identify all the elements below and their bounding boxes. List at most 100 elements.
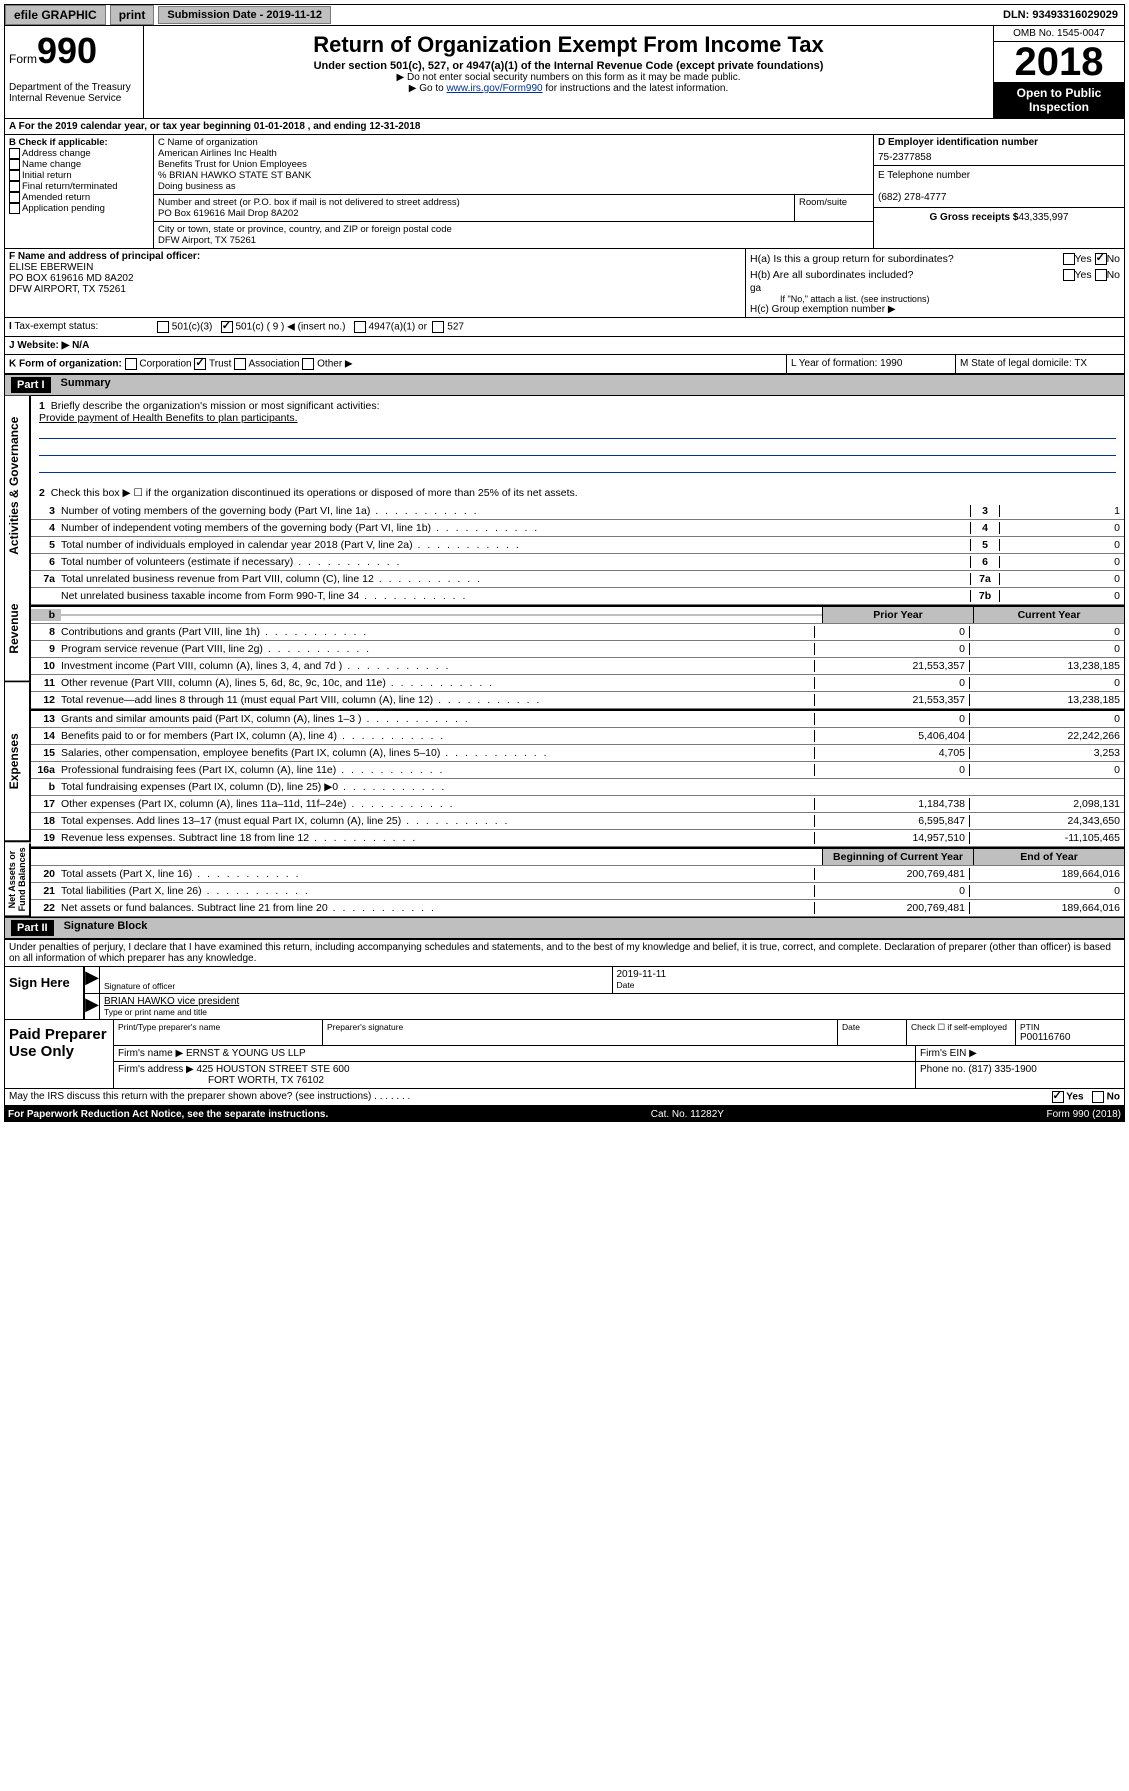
row-a-tax-year: A For the 2019 calendar year, or tax yea… [4,119,1125,135]
table-row: 17 Other expenses (Part IX, column (A), … [31,796,1124,813]
org-address: PO Box 619616 Mail Drop 8A202 [158,208,298,219]
print-button[interactable]: print [110,5,155,25]
side-governance: Activities & Governance [5,396,31,576]
chk-trust[interactable] [194,358,206,370]
chk-app-pending[interactable] [9,203,20,214]
chk-corp[interactable] [125,358,137,370]
row-i-tax-status: I Tax-exempt status: 501(c)(3) 501(c) ( … [4,318,1125,337]
mission-block: 1 Briefly describe the organization's mi… [31,396,1124,503]
chk-discuss-yes[interactable] [1052,1091,1064,1103]
section-fh: F Name and address of principal officer:… [4,248,1125,318]
org-city: DFW Airport, TX 75261 [158,235,256,246]
row-k-form-org: K Form of organization: Corporation Trus… [4,355,1125,374]
signature-section: Under penalties of perjury, I declare th… [4,939,1125,1020]
irs-link[interactable]: www.irs.gov/Form990 [446,83,542,94]
state-domicile: M State of legal domicile: TX [955,355,1124,373]
discuss-row: May the IRS discuss this return with the… [4,1089,1125,1106]
dln-label: DLN: 93493316029029 [1003,9,1124,21]
top-toolbar: efile GRAPHIC print Submission Date - 20… [4,4,1125,26]
efile-button[interactable]: efile GRAPHIC [5,5,106,25]
table-row: 19 Revenue less expenses. Subtract line … [31,830,1124,847]
chk-discuss-no[interactable] [1092,1091,1104,1103]
col-h-group: H(a) Is this a group return for subordin… [746,249,1124,317]
chk-ha-yes[interactable] [1063,253,1075,265]
org-name: American Airlines Inc Health [158,148,277,159]
chk-501c3[interactable] [157,321,169,333]
part2-header: Part II Signature Block [4,918,1125,939]
chk-527[interactable] [432,321,444,333]
head-current: Current Year [973,607,1124,623]
chk-501c[interactable] [221,321,233,333]
chk-hb-no[interactable] [1095,269,1107,281]
row-j-website: J Website: ▶ N/A [4,337,1125,355]
paid-preparer-label: Paid Preparer Use Only [5,1020,114,1088]
chk-address-change[interactable] [9,148,20,159]
table-row: 4 Number of independent voting members o… [31,520,1124,537]
chk-assoc[interactable] [234,358,246,370]
arrow-icon: ▶ [85,967,100,993]
chk-final-return[interactable] [9,181,20,192]
gross-receipts: 43,335,997 [1018,212,1068,223]
section-bcde: B Check if applicable: Address change Na… [4,135,1125,248]
firm-address: 425 HOUSTON STREET STE 600 [197,1064,350,1075]
sign-here-label: Sign Here [5,967,85,1019]
note-goto: ▶ Go to www.irs.gov/Form990 for instruct… [148,83,989,94]
ein-value: 75-2377858 [878,148,1120,163]
table-row: b Total fundraising expenses (Part IX, c… [31,779,1124,796]
table-row: 5 Total number of individuals employed i… [31,537,1124,554]
form-subtitle: Under section 501(c), 527, or 4947(a)(1)… [148,60,989,72]
head-begin: Beginning of Current Year [822,849,973,865]
officer-name: BRIAN HAWKO vice president [104,996,1120,1007]
table-row: 22 Net assets or fund balances. Subtract… [31,900,1124,917]
firm-name: ERNST & YOUNG US LLP [186,1048,306,1059]
phone-value: (682) 278-4777 [878,192,946,203]
sig-date: 2019-11-11 [617,969,1121,980]
part1-body: Activities & Governance Revenue Expenses… [4,396,1125,918]
table-row: 16a Professional fundraising fees (Part … [31,762,1124,779]
chk-amended[interactable] [9,192,20,203]
declaration-text: Under penalties of perjury, I declare th… [5,940,1124,967]
table-row: 14 Benefits paid to or for members (Part… [31,728,1124,745]
mission-text: Provide payment of Health Benefits to pl… [39,412,298,424]
col-de: D Employer identification number 75-2377… [874,135,1124,248]
table-row: 10 Investment income (Part VIII, column … [31,658,1124,675]
table-row: 7a Total unrelated business revenue from… [31,571,1124,588]
col-b-checkboxes: B Check if applicable: Address change Na… [5,135,154,248]
side-expenses: Expenses [5,682,31,842]
head-prior: Prior Year [822,607,973,623]
irs-label: Internal Revenue Service [9,93,139,104]
table-row: 3 Number of voting members of the govern… [31,503,1124,520]
table-row: 8 Contributions and grants (Part VIII, l… [31,624,1124,641]
table-row: Net unrelated business taxable income fr… [31,588,1124,605]
form-number: Form990 [9,30,139,72]
chk-name-change[interactable] [9,159,20,170]
side-netassets: Net Assets orFund Balances [5,843,31,917]
open-public-label: Open to Public Inspection [994,82,1124,118]
table-row: 9 Program service revenue (Part VIII, li… [31,641,1124,658]
part1-header: Part I Summary [4,374,1125,396]
table-row: 18 Total expenses. Add lines 13–17 (must… [31,813,1124,830]
note-no-ssn: ▶ Do not enter social security numbers o… [148,72,989,83]
col-f-officer: F Name and address of principal officer:… [5,249,746,317]
table-row: 21 Total liabilities (Part X, line 26) 0… [31,883,1124,900]
firm-phone: (817) 335-1900 [968,1064,1036,1075]
chk-other[interactable] [302,358,314,370]
chk-ha-no[interactable] [1095,253,1107,265]
ptin-value: P00116760 [1020,1032,1070,1043]
table-row: 13 Grants and similar amounts paid (Part… [31,711,1124,728]
table-row: 12 Total revenue—add lines 8 through 11 … [31,692,1124,709]
tax-year: 2018 [994,42,1124,82]
chk-initial-return[interactable] [9,170,20,181]
form-header: Form990 Department of the Treasury Inter… [4,26,1125,119]
table-row: 11 Other revenue (Part VIII, column (A),… [31,675,1124,692]
chk-hb-yes[interactable] [1063,269,1075,281]
table-row: 20 Total assets (Part X, line 16) 200,76… [31,866,1124,883]
table-row: 6 Total number of volunteers (estimate i… [31,554,1124,571]
arrow-icon: ▶ [85,994,100,1019]
dept-label: Department of the Treasury [9,82,139,93]
paid-preparer-section: Paid Preparer Use Only Print/Type prepar… [4,1020,1125,1089]
submission-date: Submission Date - 2019-11-12 [158,6,331,24]
side-revenue: Revenue [5,576,31,683]
year-formation: L Year of formation: 1990 [786,355,955,373]
chk-4947[interactable] [354,321,366,333]
